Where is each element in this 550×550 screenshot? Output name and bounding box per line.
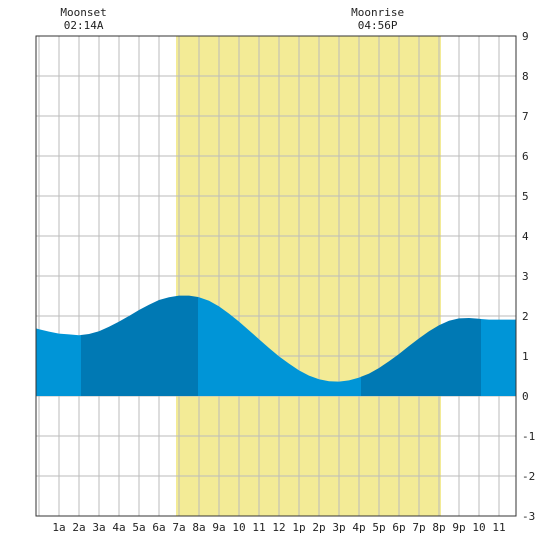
tide-area-segment: [361, 318, 481, 396]
x-tick-label: 4p: [352, 521, 365, 534]
y-tick-label: 4: [522, 230, 529, 243]
y-tick-label: 3: [522, 270, 529, 283]
moon-event-time: 04:56P: [358, 19, 398, 32]
y-tick-label: 0: [522, 390, 529, 403]
plot-frame: [35, 35, 517, 517]
y-tick-label: 7: [522, 110, 529, 123]
x-tick-label: 3p: [332, 521, 345, 534]
y-tick-label: 9: [522, 30, 529, 43]
x-tick-label: 4a: [112, 521, 125, 534]
x-tick-label: 11: [492, 521, 505, 534]
tide-area-segment: [481, 318, 516, 396]
tide-area-segment: [36, 328, 81, 396]
moon-event-label: Moonset: [60, 6, 106, 19]
x-tick-label: 6p: [392, 521, 405, 534]
y-tick-label: -1: [522, 430, 535, 443]
y-axis-labels: 9 8 7 6 5 4 3 2 1 0 -1 -2 -3: [522, 30, 535, 523]
x-axis-labels: 1a 2a 3a 4a 5a 6a 7a 8a 9a 10 11 12 1p 2p 3p 4p 5p 6p 7p 8p…: [52, 521, 505, 534]
x-tick-label: 5a: [132, 521, 145, 534]
x-tick-label: 10: [472, 521, 485, 534]
x-tick-label: 10: [232, 521, 245, 534]
x-tick-label: 8p: [432, 521, 445, 534]
moon-event-label: Moonrise: [351, 6, 404, 19]
x-tick-label: 5p: [372, 521, 385, 534]
x-tick-label: 9p: [452, 521, 465, 534]
y-tick-label: 5: [522, 190, 529, 203]
x-tick-label: 2a: [72, 521, 85, 534]
x-tick-label: 7a: [172, 521, 185, 534]
x-tick-label: 3a: [92, 521, 105, 534]
y-tick-label: 6: [522, 150, 529, 163]
x-tick-label: 6a: [152, 521, 165, 534]
y-tick-label: 2: [522, 310, 529, 323]
y-tick-label: -3: [522, 510, 535, 523]
y-tick-label: 8: [522, 70, 529, 83]
y-tick-label: -2: [522, 470, 535, 483]
moon-event-time: 02:14A: [64, 19, 104, 32]
x-tick-label: 8a: [192, 521, 205, 534]
tide-area: [36, 295, 516, 396]
x-tick-label: 1a: [52, 521, 65, 534]
x-tick-label: 7p: [412, 521, 425, 534]
x-tick-label: 12: [272, 521, 285, 534]
y-tick-label: 1: [522, 350, 529, 363]
grid-lines: [36, 36, 516, 516]
x-tick-label: 11: [252, 521, 265, 534]
x-tick-label: 1p: [292, 521, 305, 534]
tide-area-segment: [81, 295, 198, 396]
tide-area-segment: [198, 297, 361, 396]
x-tick-label: 2p: [312, 521, 325, 534]
x-tick-label: 9a: [212, 521, 225, 534]
